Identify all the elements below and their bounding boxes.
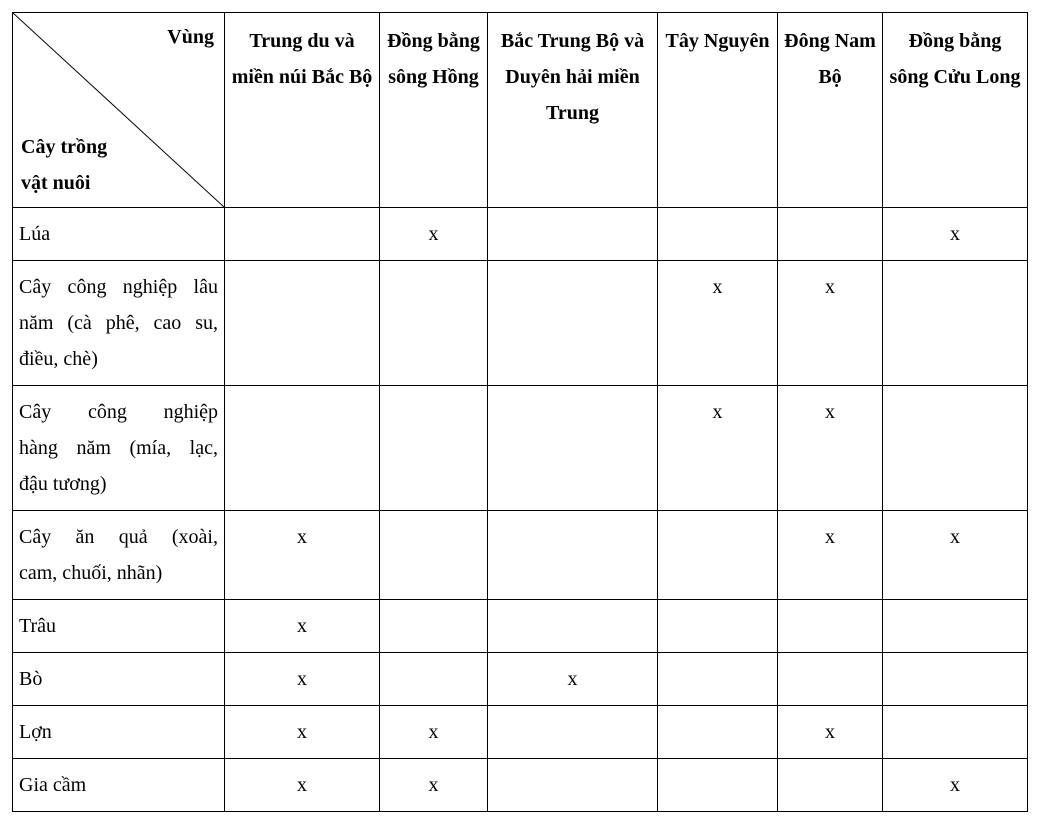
table-row: Cây công nghiệp lâunăm (cà phê, cao su,đ…	[13, 261, 1028, 386]
row-label: Lúa	[13, 208, 225, 261]
row-label-line: Cây công nghiệp	[19, 394, 218, 430]
mark-cell	[380, 386, 488, 511]
col-header-0: Trung du và miền núi Bắc Bộ	[225, 13, 380, 208]
mark-cell	[380, 653, 488, 706]
mark-cell	[883, 261, 1028, 386]
mark-cell: x	[778, 706, 883, 759]
row-label: Bò	[13, 653, 225, 706]
mark-cell: x	[883, 759, 1028, 812]
row-label-line: Lợn	[19, 714, 218, 750]
row-label-line: Cây ăn quả (xoài,	[19, 519, 218, 555]
row-label: Cây ăn quả (xoài,cam, chuối, nhãn)	[13, 511, 225, 600]
mark-cell: x	[778, 511, 883, 600]
mark-cell: x	[225, 511, 380, 600]
table-row: Trâux	[13, 600, 1028, 653]
mark-cell: x	[778, 261, 883, 386]
col-header-4: Đông Nam Bộ	[778, 13, 883, 208]
row-label-line: hàng năm (mía, lạc,	[19, 430, 218, 466]
mark-cell	[488, 208, 658, 261]
mark-cell	[225, 386, 380, 511]
row-label-line: điều, chè)	[19, 341, 218, 377]
row-label: Lợn	[13, 706, 225, 759]
row-label: Cây công nghiệphàng năm (mía, lạc,đậu tư…	[13, 386, 225, 511]
row-label-line: đậu tương)	[19, 466, 218, 502]
mark-cell	[380, 261, 488, 386]
col-header-3: Tây Nguyên	[658, 13, 778, 208]
table-row: Gia cầmxxx	[13, 759, 1028, 812]
mark-cell: x	[380, 208, 488, 261]
header-top-label: Vùng	[167, 19, 214, 55]
row-label: Trâu	[13, 600, 225, 653]
mark-cell: x	[225, 600, 380, 653]
table-row: Cây ăn quả (xoài,cam, chuối, nhãn)xxx	[13, 511, 1028, 600]
table-row: Lúa x x	[13, 208, 1028, 261]
mark-cell	[488, 511, 658, 600]
mark-cell: x	[380, 759, 488, 812]
mark-cell: x	[658, 261, 778, 386]
mark-cell	[883, 386, 1028, 511]
mark-cell: x	[658, 386, 778, 511]
mark-cell	[778, 600, 883, 653]
mark-cell: x	[778, 386, 883, 511]
mark-cell	[658, 653, 778, 706]
col-header-2: Bắc Trung Bộ và Duyên hải miền Trung	[488, 13, 658, 208]
crops-livestock-table: Vùng Cây trồng vật nuôi Trung du và miền…	[12, 12, 1028, 812]
mark-cell	[658, 208, 778, 261]
mark-cell	[225, 208, 380, 261]
mark-cell	[778, 653, 883, 706]
row-label-line: Gia cầm	[19, 767, 218, 803]
table-body: LúaxxCây công nghiệp lâunăm (cà phê, cao…	[13, 208, 1028, 812]
mark-cell: x	[225, 653, 380, 706]
mark-cell	[488, 386, 658, 511]
mark-cell	[225, 261, 380, 386]
mark-cell	[380, 511, 488, 600]
col-header-5: Đồng bằng sông Cửu Long	[883, 13, 1028, 208]
row-label-line: Lúa	[19, 216, 218, 252]
mark-cell: x	[225, 759, 380, 812]
mark-cell: x	[883, 208, 1028, 261]
row-label: Gia cầm	[13, 759, 225, 812]
header-row: Vùng Cây trồng vật nuôi Trung du và miền…	[13, 13, 1028, 208]
row-label-line: năm (cà phê, cao su,	[19, 305, 218, 341]
mark-cell	[488, 261, 658, 386]
table-row: Lợnxxx	[13, 706, 1028, 759]
row-label-line: Cây công nghiệp lâu	[19, 269, 218, 305]
mark-cell	[658, 706, 778, 759]
mark-cell	[658, 759, 778, 812]
mark-cell	[883, 706, 1028, 759]
mark-cell	[778, 759, 883, 812]
mark-cell	[658, 511, 778, 600]
mark-cell	[488, 600, 658, 653]
mark-cell: x	[225, 706, 380, 759]
diagonal-header-cell: Vùng Cây trồng vật nuôi	[13, 13, 225, 208]
mark-cell	[488, 706, 658, 759]
row-label-line: Trâu	[19, 608, 218, 644]
col-header-1: Đồng bằng sông Hồng	[380, 13, 488, 208]
mark-cell: x	[488, 653, 658, 706]
table-row: Bòxx	[13, 653, 1028, 706]
mark-cell	[488, 759, 658, 812]
mark-cell	[883, 600, 1028, 653]
mark-cell	[883, 653, 1028, 706]
row-label: Cây công nghiệp lâunăm (cà phê, cao su,đ…	[13, 261, 225, 386]
mark-cell	[658, 600, 778, 653]
mark-cell: x	[883, 511, 1028, 600]
row-label-line: cam, chuối, nhãn)	[19, 555, 218, 591]
table-row: Cây công nghiệphàng năm (mía, lạc,đậu tư…	[13, 386, 1028, 511]
header-bottom-label: Cây trồng vật nuôi	[21, 129, 107, 201]
row-label-line: Bò	[19, 661, 218, 697]
mark-cell	[778, 208, 883, 261]
mark-cell: x	[380, 706, 488, 759]
mark-cell	[380, 600, 488, 653]
